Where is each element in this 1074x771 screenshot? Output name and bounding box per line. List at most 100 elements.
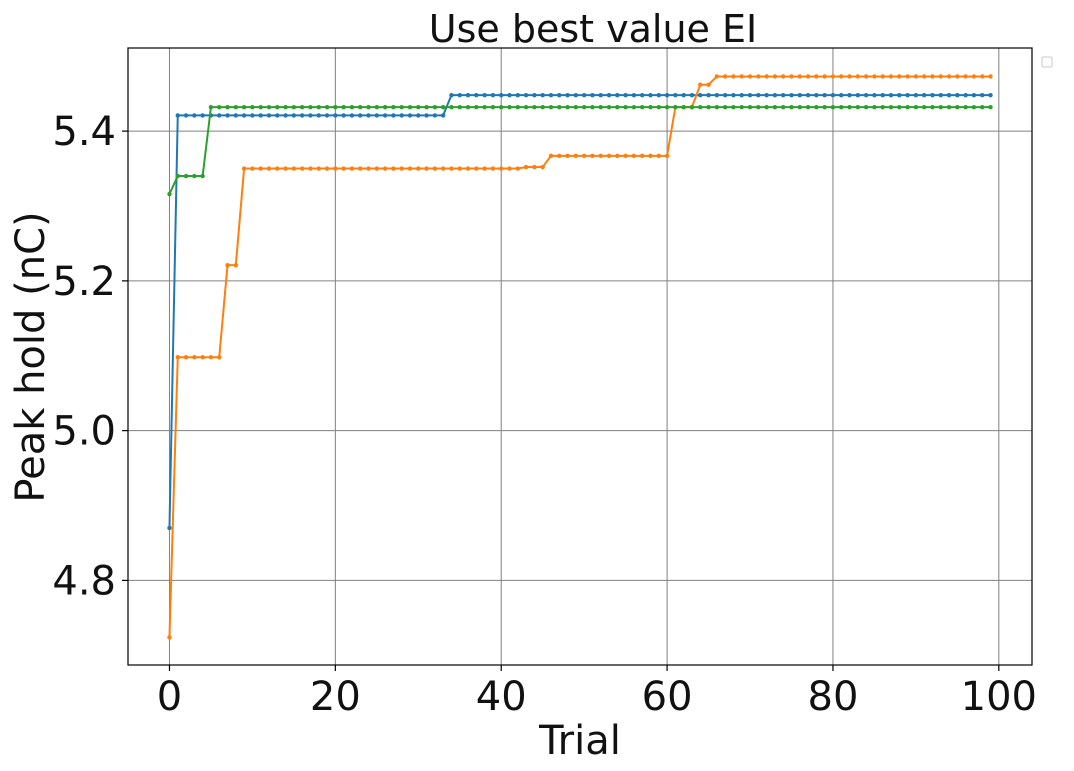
data-point: [540, 104, 545, 110]
data-point: [988, 104, 993, 110]
data-point: [863, 74, 869, 79]
data-point: [913, 92, 919, 98]
data-point: [275, 166, 280, 171]
data-point: [391, 113, 396, 118]
x-tick-label: 80: [808, 674, 859, 720]
data-point: [474, 104, 479, 110]
data-point: [333, 113, 338, 118]
data-point: [573, 92, 579, 98]
data-point: [291, 104, 297, 110]
data-point: [250, 104, 255, 110]
data-point: [424, 104, 429, 110]
data-point: [432, 104, 438, 110]
data-point: [540, 92, 545, 98]
data-point: [905, 74, 910, 79]
data-point: [590, 92, 595, 98]
data-point: [283, 113, 288, 118]
data-point: [299, 166, 305, 171]
data-point: [955, 104, 960, 110]
series-line: [168, 75, 991, 638]
data-point: [955, 74, 960, 79]
data-point: [731, 92, 736, 98]
x-tick-label: 0: [157, 674, 182, 720]
data-point: [780, 74, 786, 79]
data-point: [747, 104, 753, 110]
data-point: [266, 113, 272, 118]
data-point: [731, 74, 736, 79]
data-point: [897, 92, 902, 98]
data-point: [241, 166, 247, 171]
data-point: [698, 92, 703, 98]
data-point: [930, 92, 935, 98]
data-point: [482, 104, 487, 110]
data-point: [971, 74, 977, 79]
data-point: [183, 355, 189, 360]
data-point: [366, 113, 371, 118]
data-point: [449, 104, 454, 110]
data-point: [557, 92, 562, 98]
data-point: [275, 113, 280, 118]
data-point: [946, 92, 952, 98]
data-point: [805, 104, 811, 110]
data-point: [698, 104, 703, 110]
data-point: [980, 92, 985, 98]
data-point: [490, 92, 496, 98]
data-point: [308, 104, 313, 110]
data-point: [830, 92, 836, 98]
data-point: [167, 525, 172, 531]
data-point: [756, 92, 761, 98]
data-point: [399, 166, 404, 171]
data-point: [880, 92, 885, 98]
data-point: [440, 113, 446, 118]
data-point: [465, 104, 471, 110]
data-point: [200, 113, 205, 118]
data-point: [167, 191, 172, 197]
data-point: [648, 153, 653, 159]
data-point: [374, 104, 380, 110]
data-point: [913, 104, 919, 110]
data-point: [780, 104, 786, 110]
grid: [128, 48, 1032, 665]
data-point: [980, 74, 985, 79]
data-point: [963, 104, 968, 110]
data-point: [291, 113, 297, 118]
x-axis-label: Trial: [538, 718, 621, 764]
data-point: [664, 153, 670, 159]
data-point: [407, 166, 413, 171]
data-point: [847, 92, 852, 98]
data-point: [366, 104, 371, 110]
data-point: [988, 74, 993, 79]
data-point: [581, 92, 587, 98]
data-point: [615, 104, 620, 110]
data-point: [623, 92, 628, 98]
data-point: [457, 166, 462, 171]
data-point: [440, 104, 446, 110]
data-point: [399, 113, 404, 118]
data-point: [233, 262, 239, 268]
data-point: [814, 104, 819, 110]
data-point: [474, 92, 479, 98]
data-point: [192, 113, 197, 118]
data-point: [192, 173, 197, 179]
plot-frame: [127, 47, 1033, 666]
data-point: [839, 92, 844, 98]
data-point: [432, 166, 438, 171]
x-tick-label: 20: [310, 674, 361, 720]
data-point: [921, 92, 927, 98]
data-point: [482, 92, 487, 98]
data-point: [789, 74, 794, 79]
data-point: [598, 153, 603, 159]
data-point: [449, 166, 454, 171]
data-point: [266, 104, 272, 110]
data-point: [217, 113, 222, 118]
data-point: [905, 104, 910, 110]
data-point: [490, 166, 496, 171]
data-point: [921, 74, 927, 79]
data-point: [382, 166, 388, 171]
data-point: [175, 173, 180, 179]
data-point: [656, 153, 661, 159]
data-point: [722, 92, 728, 98]
data-point: [507, 104, 512, 110]
data-point: [349, 104, 355, 110]
data-point: [930, 74, 935, 79]
